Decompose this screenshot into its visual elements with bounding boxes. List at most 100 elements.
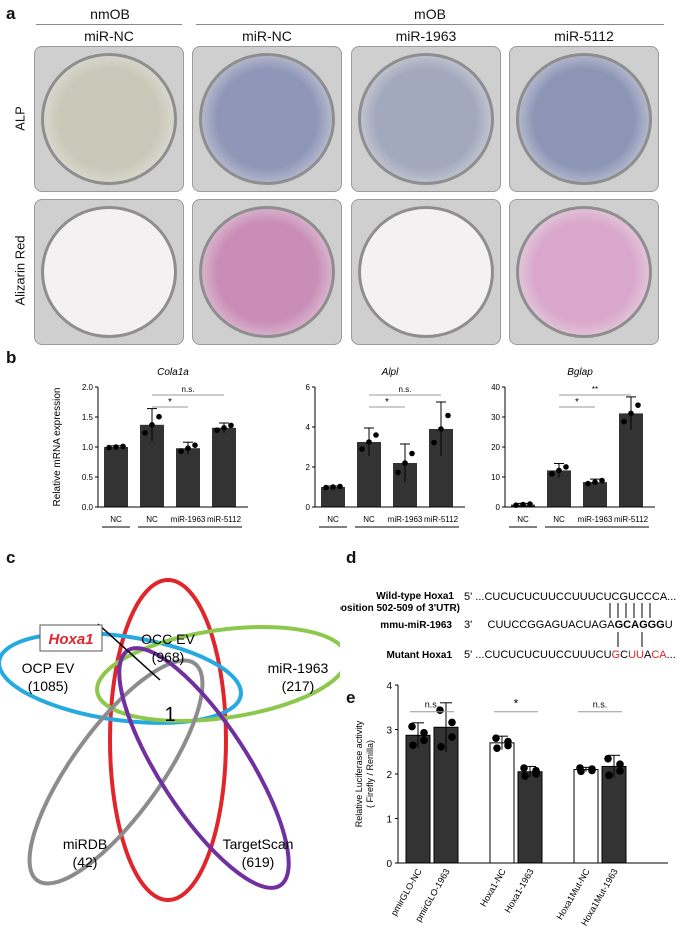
data-point — [402, 460, 408, 466]
y-tick-label: 0.5 — [82, 473, 94, 482]
chart-title: Alpl — [381, 367, 399, 378]
data-point — [178, 448, 184, 454]
bar — [517, 771, 543, 864]
y-tick-label: 30 — [491, 413, 500, 422]
data-point — [520, 764, 528, 772]
mob-header-line — [196, 24, 664, 25]
mir-sequence: 3' CUUCCGGAGUACUAGAGCAGGGU — [464, 619, 673, 631]
well-stain — [516, 53, 652, 185]
bar — [321, 487, 345, 507]
y-tick-label: 0.0 — [82, 503, 94, 512]
mir-seq-seed: GCAGGG — [615, 619, 665, 631]
sequence-alignment: Wild-type Hoxa1 (position 502-509 of 3'U… — [340, 591, 676, 661]
well-stain — [199, 53, 335, 185]
data-point — [221, 425, 227, 431]
alp-well-4 — [509, 46, 659, 192]
alizarin-well-1 — [34, 199, 184, 345]
venn-mirdb-count: (42) — [73, 854, 98, 870]
y-tick-label: 10 — [491, 473, 500, 482]
sig-label: n.s. — [593, 700, 608, 710]
data-point — [520, 501, 526, 508]
data-point — [438, 426, 444, 432]
data-point — [604, 754, 612, 763]
y-tick-label: 1.5 — [82, 413, 94, 422]
alp-well-2 — [192, 46, 342, 192]
bar — [583, 482, 607, 507]
data-point — [228, 422, 234, 429]
bar — [433, 726, 459, 864]
y-tick-label: 4 — [306, 423, 311, 432]
chart-title: Cola1a — [157, 367, 189, 378]
mut-seq-prefix: 5' ...CUCUCUCUUCCUUUCU — [464, 649, 612, 661]
y-tick-label: 1.0 — [82, 443, 94, 452]
well-stain — [358, 53, 494, 185]
chart-title: Bglap — [567, 367, 593, 378]
y-tick-label: 2.0 — [82, 383, 94, 392]
bar — [573, 769, 599, 864]
panel-b-label: b — [6, 348, 17, 367]
data-point — [577, 767, 585, 776]
venn-occ-count: (968) — [152, 649, 185, 665]
mir-label: mmu-miR-1963 — [380, 620, 452, 631]
data-point — [592, 479, 598, 485]
category-label: miR-1963 — [171, 515, 206, 524]
pairing-lines — [609, 603, 651, 647]
category-label: Hoxa1-NC — [478, 867, 508, 909]
data-point — [366, 439, 372, 445]
data-point — [359, 446, 365, 452]
data-point — [616, 760, 624, 769]
data-point — [445, 412, 451, 419]
data-point — [605, 771, 613, 780]
y-tick-label: 0 — [306, 503, 311, 512]
category-label: NC — [363, 515, 375, 524]
category-label: miR-1963 — [578, 515, 613, 524]
venn-diagram: Hoxa1 OCC EV (968) OCP EV (1085) miR-196… — [0, 578, 340, 902]
wt-label: Wild-type Hoxa1 — [376, 591, 454, 602]
data-point — [492, 734, 500, 742]
data-point — [621, 418, 627, 425]
y-tick-label: 0 — [386, 859, 392, 870]
bar — [104, 447, 128, 507]
hoxa1-box — [39, 624, 103, 652]
alizarin-well-2 — [192, 199, 342, 345]
panel-c-label: c — [6, 548, 16, 567]
wt-seq-prefix: 5' ...CUCUCUCUUCCUUUCU — [464, 591, 612, 603]
sig-label: * — [385, 397, 389, 408]
ylabel-line2: ( Firefly / Renilla) — [365, 740, 375, 808]
y-tick-label: 2 — [386, 770, 392, 781]
wt-seq-suffix: ... — [667, 591, 676, 603]
sig-label: n.s. — [425, 700, 440, 710]
hoxa1-label: Hoxa1 — [48, 631, 93, 648]
alizarin-well-4 — [509, 199, 659, 345]
data-point — [448, 718, 456, 727]
col-header-2: miR-NC — [242, 28, 292, 44]
mut-sequence: 5' ...CUCUCUCUUCCUUUCUGCUUACA... — [464, 649, 676, 661]
data-point — [563, 464, 569, 470]
venn-occ-ellipse — [108, 578, 228, 902]
row-label-alizarin: Alizarin Red — [12, 235, 28, 306]
data-point — [214, 427, 220, 433]
data-point — [599, 477, 605, 484]
venn-mir-ellipse — [95, 625, 340, 723]
mut-label: Mutant Hoxa1 — [386, 650, 452, 661]
hoxa1-pointer — [97, 623, 161, 681]
wt-seq-seed: CGUCCCA — [612, 591, 668, 603]
mir-seq-suffix: U — [665, 619, 673, 631]
data-point — [585, 480, 591, 487]
data-point — [431, 439, 437, 446]
y-tick-label: 2 — [306, 463, 311, 472]
col-header-4: miR-5112 — [554, 28, 614, 44]
well-stain — [41, 206, 177, 338]
data-point — [149, 422, 155, 428]
data-point — [337, 483, 343, 490]
data-point — [113, 444, 119, 450]
venn-center-count: 1 — [164, 704, 175, 726]
bar — [489, 742, 515, 864]
mut-nucleotide: U — [628, 649, 636, 661]
data-point — [588, 765, 596, 773]
data-point — [330, 484, 336, 490]
category-label: miR-5112 — [424, 515, 459, 524]
well-stain — [41, 53, 177, 185]
venn-ocp-count: (1085) — [28, 678, 68, 694]
bar — [601, 765, 627, 864]
